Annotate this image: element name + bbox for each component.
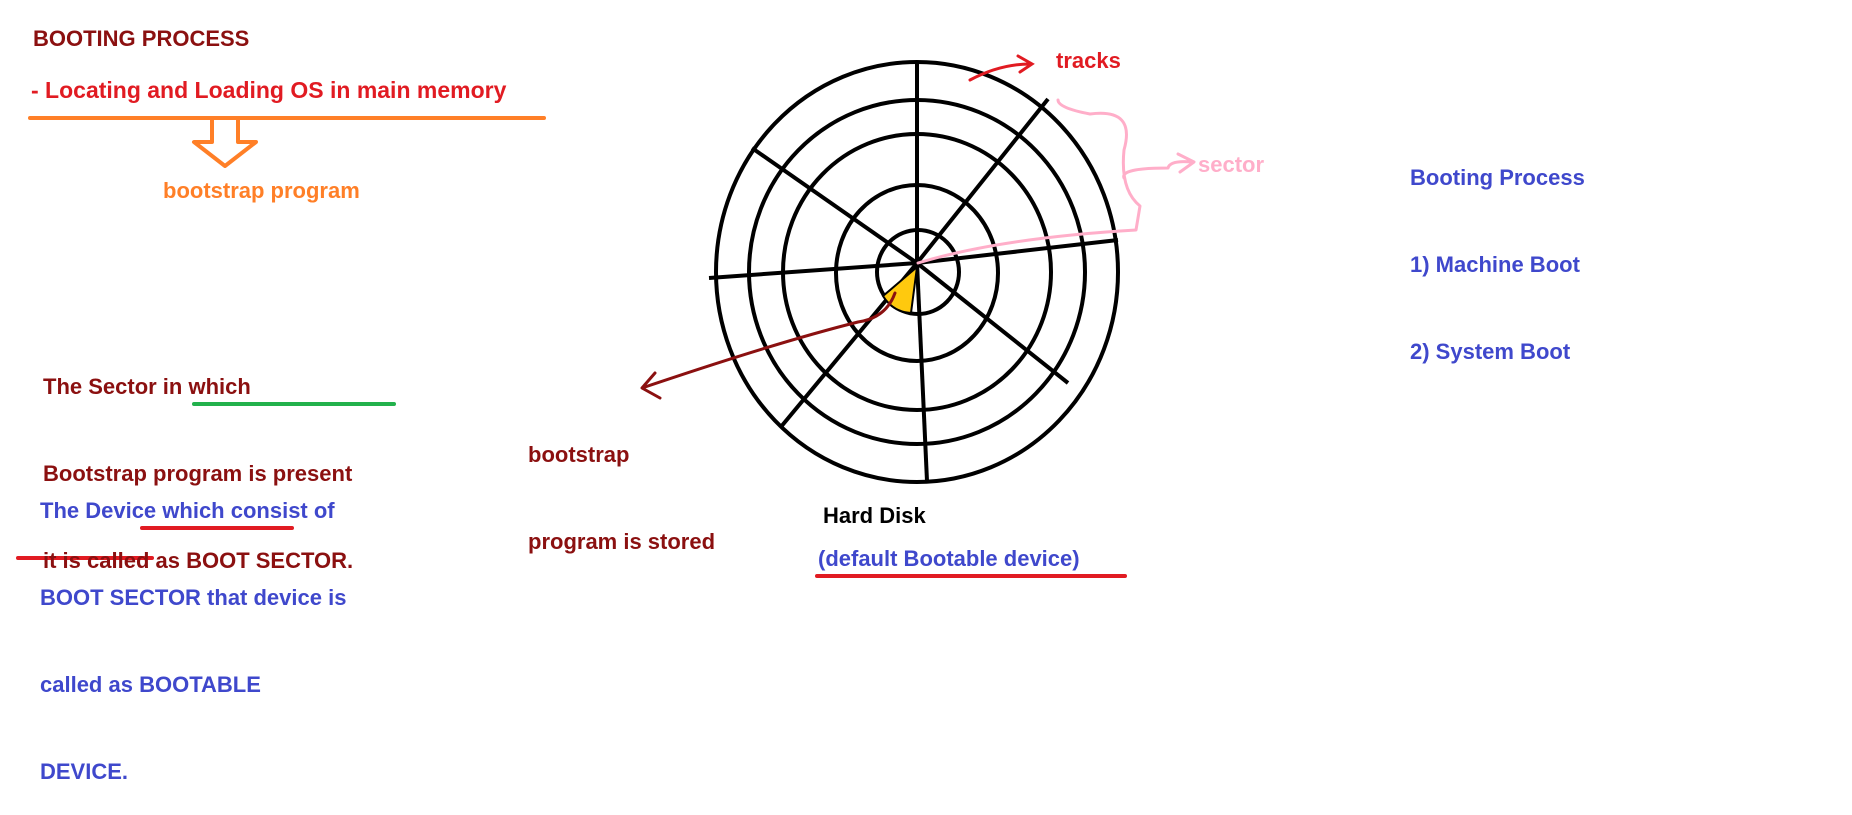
boot-sector-line-2: Bootstrap program is present: [43, 461, 353, 486]
page-title: BOOTING PROCESS: [33, 26, 250, 51]
boot-sector-note: The Sector in which Bootstrap program is…: [43, 314, 353, 604]
stored-line-1: bootstrap: [528, 442, 630, 467]
boot-sector-line-3: it is called as BOOT SECTOR.: [43, 546, 353, 575]
bootable-line-3-prefix: called as: [40, 672, 140, 697]
sector-label: sector: [1198, 152, 1265, 177]
side-item-machine-boot: 1) Machine Boot: [1410, 252, 1580, 277]
side-item-system-boot: 2) System Boot: [1410, 339, 1571, 364]
sector-outline-arrow-icon: [916, 98, 1196, 265]
boot-sector-line-3-prefix: it is called as: [43, 548, 187, 573]
tracks-label: tracks: [1056, 48, 1121, 73]
page-subtitle: - Locating and Loading OS in main memory: [31, 77, 507, 103]
bootable-line-1: The Device which consist of: [40, 498, 335, 523]
down-arrow-icon: [192, 116, 258, 168]
boot-sector-line-1: The Sector in which: [43, 374, 251, 399]
stored-label: bootstrap program is stored: [528, 382, 715, 585]
diagram-canvas: [16, 54, 1196, 578]
bootable-device-note: The Device which consist of BOOT SECTOR …: [40, 438, 346, 815]
boot-sector-term: BOOT SECTOR.: [186, 548, 354, 573]
bootable-line-4: DEVICE.: [40, 759, 129, 784]
bootable-line-3: called as BOOTABLE: [40, 670, 346, 699]
bootable-term: BOOTABLE: [139, 672, 261, 697]
stored-arrow-icon: [640, 291, 897, 400]
disk-caption-note: (default Bootable device): [818, 546, 1080, 571]
tracks-arrow-icon: [968, 54, 1035, 82]
side-title: Booting Process: [1410, 165, 1585, 190]
stored-line-2: program is stored: [528, 529, 716, 554]
disk-caption: Hard Disk: [823, 503, 926, 528]
side-list: Booting Process 1) Machine Boot 2) Syste…: [1410, 105, 1585, 395]
bootstrap-label: bootstrap program: [163, 178, 360, 203]
disk-track-outer: [714, 60, 1120, 484]
bootable-line-2: BOOT SECTOR that device is: [40, 585, 347, 610]
